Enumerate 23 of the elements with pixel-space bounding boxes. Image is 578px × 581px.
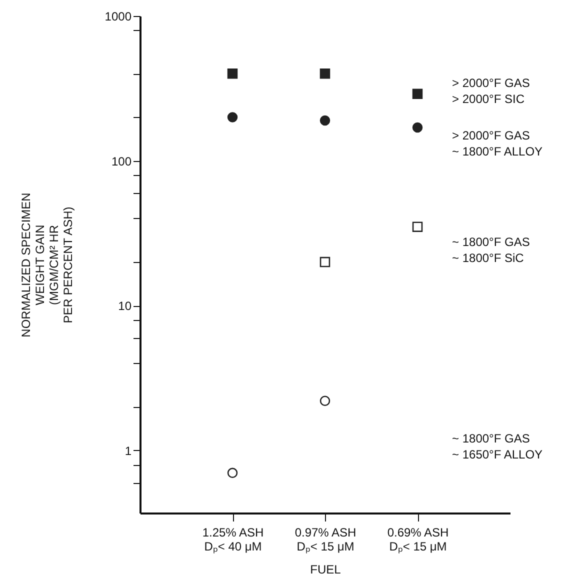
annotation: > 2000°F GAS > 2000°F SIC	[452, 76, 530, 106]
point	[320, 396, 330, 406]
point	[227, 468, 238, 478]
point	[320, 256, 330, 268]
y-tick-label: 1000	[104, 10, 132, 24]
annotation: ~ 1800°F GAS ~ 1650°F ALLOY	[452, 431, 543, 462]
y-tick-label: 1	[124, 444, 132, 458]
x-axis-title: FUEL	[310, 562, 342, 576]
point	[412, 122, 423, 133]
x-tick-label: 0.69% ASH Dₚ< 15 μM	[387, 526, 449, 554]
point	[320, 115, 330, 126]
point	[320, 68, 330, 79]
y-axis-title: NORMALIZED SPECIMEN WEIGHT GAIN (MGM/CM² HR PER PERCENT ASH)	[18, 192, 75, 338]
point	[227, 112, 238, 122]
point	[412, 88, 423, 99]
x-tick-label: 0.97% ASH Dₚ< 15 μM	[294, 526, 356, 554]
x-tick-label: 1.25% ASH Dₚ< 40 μM	[202, 526, 264, 554]
point	[412, 222, 423, 232]
y-tick-label: 10	[118, 299, 132, 314]
annotation: > 2000°F GAS ~ 1800°F ALLOY	[452, 128, 543, 158]
point	[227, 68, 238, 79]
y-tick-label: 100	[111, 154, 132, 168]
annotation: ~ 1800°F GAS ~ 1800°F SiC	[452, 235, 530, 266]
